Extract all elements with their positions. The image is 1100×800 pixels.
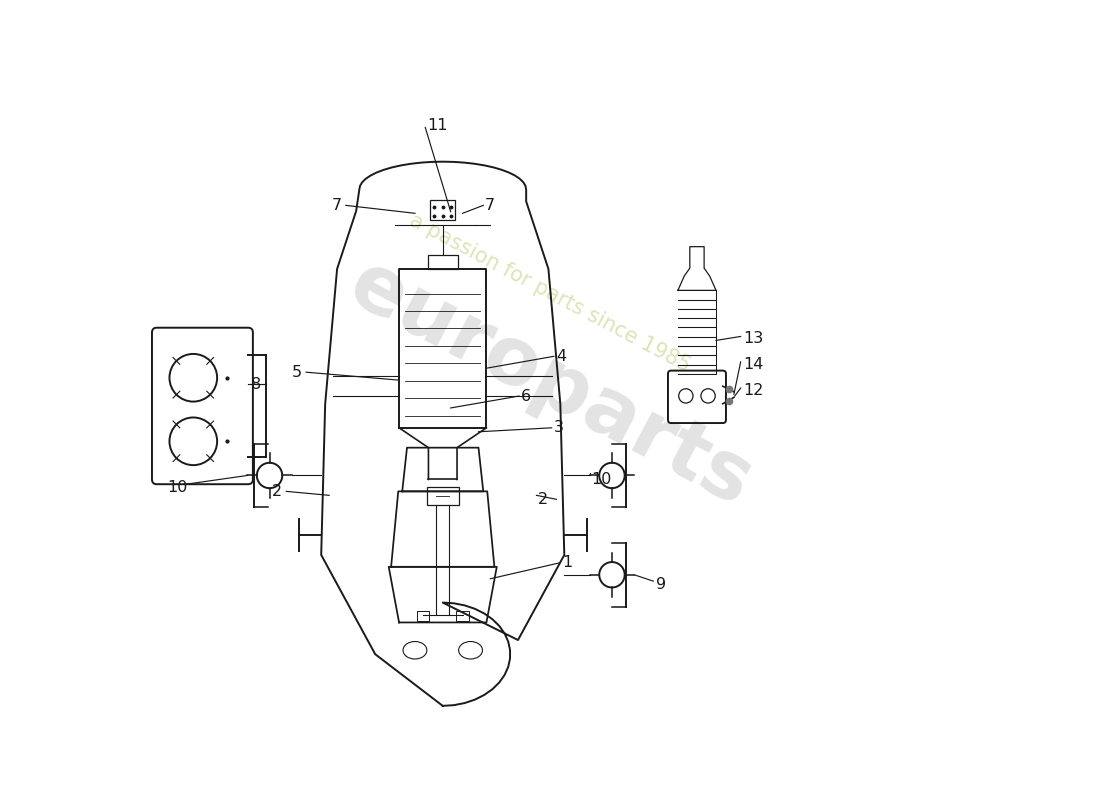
Text: 12: 12 xyxy=(744,383,763,398)
Text: 5: 5 xyxy=(292,365,301,380)
Text: 2: 2 xyxy=(538,492,548,507)
Text: 10: 10 xyxy=(592,472,612,487)
Text: a passion for parts since 1985: a passion for parts since 1985 xyxy=(406,210,694,375)
Text: europarts: europarts xyxy=(336,245,764,523)
Text: 2: 2 xyxy=(272,484,282,499)
Text: 1: 1 xyxy=(562,555,572,570)
Bar xyxy=(428,254,458,269)
Text: 9: 9 xyxy=(656,577,666,592)
Bar xyxy=(427,487,459,505)
Text: 7: 7 xyxy=(485,198,495,213)
Text: 3: 3 xyxy=(554,420,564,435)
Bar xyxy=(456,611,469,621)
Text: 11: 11 xyxy=(427,118,448,134)
Text: 13: 13 xyxy=(744,330,763,346)
Text: 6: 6 xyxy=(520,389,530,403)
Text: 10: 10 xyxy=(167,480,187,495)
Text: 14: 14 xyxy=(744,357,763,372)
Text: 8: 8 xyxy=(251,377,261,392)
Text: 4: 4 xyxy=(557,349,566,364)
Bar xyxy=(430,200,455,220)
Bar xyxy=(417,611,429,621)
Text: 7: 7 xyxy=(331,198,342,213)
